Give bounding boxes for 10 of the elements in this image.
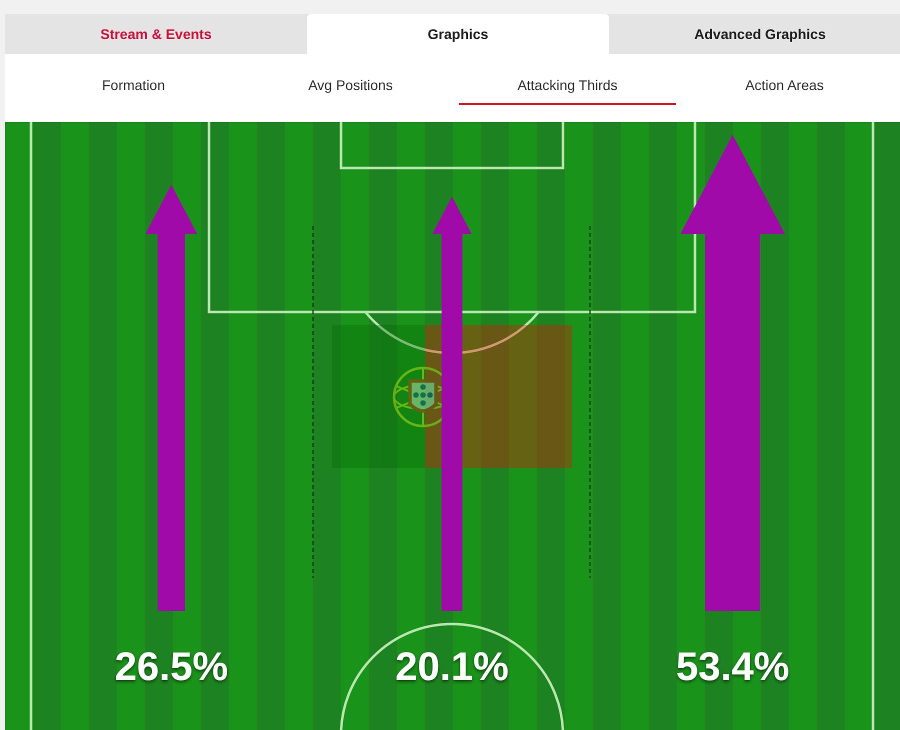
text: Attacking Thirds xyxy=(516,76,619,95)
text: Action Areas xyxy=(744,76,825,95)
text: Avg Positions xyxy=(307,76,394,95)
text: Formation xyxy=(100,76,166,95)
data-label: 26.5% xyxy=(114,645,228,689)
data-label: 20.1% xyxy=(395,645,509,689)
text: Stream & Events xyxy=(99,25,213,44)
data-label: 53.4% xyxy=(676,645,790,689)
text: Advanced Graphics xyxy=(693,25,827,44)
text: Graphics xyxy=(307,14,609,54)
